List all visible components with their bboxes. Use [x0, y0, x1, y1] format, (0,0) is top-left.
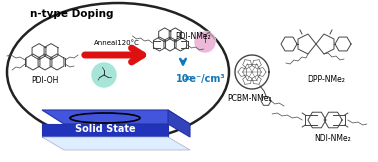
Circle shape	[194, 31, 216, 53]
Polygon shape	[42, 137, 190, 150]
Text: PCBM-NMe₂: PCBM-NMe₂	[228, 94, 272, 103]
Ellipse shape	[7, 3, 229, 141]
Text: PDI-NMe₂: PDI-NMe₂	[175, 32, 211, 41]
Text: Solid State: Solid State	[75, 124, 135, 134]
Text: NDI-NMe₂: NDI-NMe₂	[314, 134, 352, 143]
Text: DPP-NMe₂: DPP-NMe₂	[307, 75, 345, 84]
Polygon shape	[42, 110, 190, 124]
Text: Anneal120°C: Anneal120°C	[94, 40, 140, 46]
Polygon shape	[168, 110, 190, 137]
Text: 10: 10	[176, 74, 189, 84]
Text: PDI-OH: PDI-OH	[31, 76, 59, 85]
Circle shape	[91, 62, 117, 88]
FancyArrowPatch shape	[85, 48, 143, 62]
Text: 20: 20	[183, 76, 192, 81]
Text: e⁻/cm³: e⁻/cm³	[186, 74, 225, 84]
Text: n-type Doping: n-type Doping	[30, 9, 114, 19]
Polygon shape	[42, 124, 168, 137]
